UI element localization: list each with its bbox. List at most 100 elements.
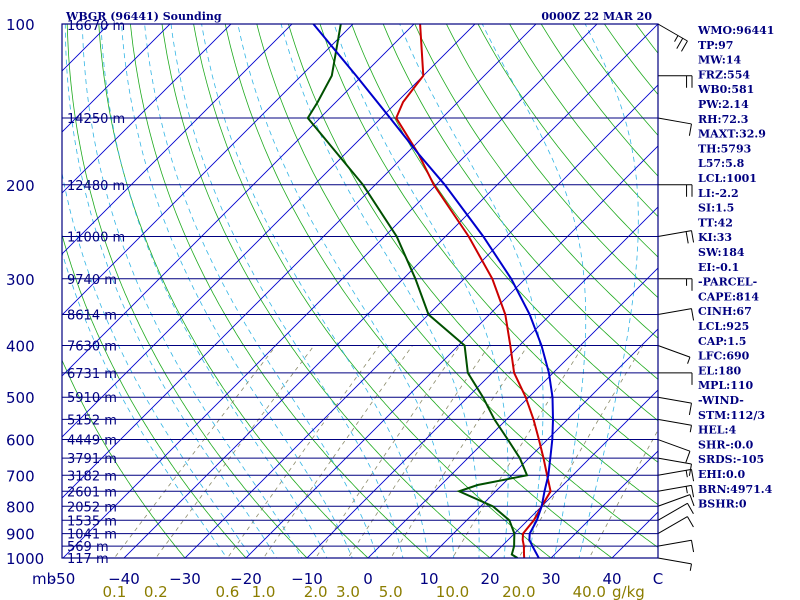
temperature-tick-label: 10 xyxy=(419,570,438,588)
index-item: L57:5.8 xyxy=(698,157,745,170)
isotherm-line xyxy=(245,145,658,558)
dry-adiabat-line xyxy=(224,24,613,558)
wind-barb-staff xyxy=(657,494,691,507)
isotherm-line xyxy=(428,328,658,558)
dry-adiabat-line xyxy=(66,24,308,558)
dry-adiabat-line xyxy=(287,24,658,506)
temperature-unit-label: C xyxy=(653,570,663,588)
wind-barb-staff xyxy=(657,418,692,426)
index-item: LFC:690 xyxy=(698,350,750,363)
index-item: MW:14 xyxy=(698,54,741,67)
dry-adiabat-line xyxy=(351,24,658,422)
isotherm-line xyxy=(62,24,415,377)
grid-layer xyxy=(0,12,800,569)
wind-barb-flag xyxy=(690,308,695,321)
mixing-ratio-label: 20.0 xyxy=(502,583,535,600)
wind-barb xyxy=(657,396,692,416)
dry-adiabat-line xyxy=(161,24,491,558)
wind-barb-flag xyxy=(689,494,695,507)
height-label: 14250 m xyxy=(67,112,125,127)
wind-barb-staff xyxy=(657,502,688,521)
height-label: 9740 m xyxy=(67,273,117,288)
mixing-ratio-label: 2.0 xyxy=(304,583,328,600)
dry-adiabat-line xyxy=(414,24,658,339)
temperature-tick-label: 0 xyxy=(363,570,373,588)
wind-barb-flag xyxy=(685,231,689,244)
index-item: EI:-0.1 xyxy=(698,261,739,274)
isotherm-line xyxy=(62,24,293,255)
wind-barb xyxy=(657,494,695,507)
mixing-ratio-line xyxy=(226,345,380,558)
isotherm-line xyxy=(0,12,60,569)
wind-barb xyxy=(657,117,692,136)
index-item: -PARCEL- xyxy=(698,276,757,289)
mixing-ratio-label: 0.1 xyxy=(102,583,126,600)
wind-barb xyxy=(657,502,694,521)
parcel-profile-line xyxy=(312,24,555,558)
wind-barb xyxy=(657,439,691,463)
mixing-ratio-line xyxy=(518,345,644,558)
moist-adiabat-line xyxy=(170,24,404,558)
index-item: EL:180 xyxy=(698,364,741,377)
index-item: MAXT:32.9 xyxy=(698,128,766,141)
index-item: PW:2.14 xyxy=(698,98,749,111)
moist-adiabat-line xyxy=(237,24,455,558)
moist-adiabat-line xyxy=(578,24,639,558)
wind-barb-flag xyxy=(687,356,691,364)
wind-barb-staff xyxy=(657,516,688,534)
station-title: WBGR (96441) Sounding xyxy=(65,10,222,23)
wind-barb-staff xyxy=(657,457,692,465)
wind-barb xyxy=(657,468,695,482)
series-layer xyxy=(306,24,555,558)
pressure-label: 800 xyxy=(6,498,35,516)
mixing-ratio-label: 5.0 xyxy=(379,583,403,600)
dry-adiabat-line xyxy=(783,12,800,569)
index-item: KI:33 xyxy=(698,231,732,244)
height-label: 1535 m xyxy=(67,514,117,529)
isobar-layer xyxy=(62,23,658,559)
mixing-ratio-label: 3.0 xyxy=(336,583,360,600)
height-label: 2601 m xyxy=(67,485,117,500)
index-item: STM:112/3 xyxy=(698,409,765,422)
wind-barb-flag xyxy=(676,38,684,49)
index-item: CINH:67 xyxy=(698,305,752,318)
index-item: HEL:4 xyxy=(698,424,737,437)
index-item: WMO:96441 xyxy=(697,24,774,37)
height-label: 117 m xyxy=(67,552,109,567)
index-item: BSHR:0 xyxy=(698,498,747,511)
height-label: 4449 m xyxy=(67,434,117,449)
index-item: SHR-:0.0 xyxy=(698,438,754,451)
wind-barb xyxy=(658,278,693,291)
wind-barb-staff xyxy=(657,539,692,547)
mixing-ratio-label: 1.0 xyxy=(252,583,276,600)
wind-barb-flag xyxy=(688,403,692,416)
index-item: MPL:110 xyxy=(698,379,754,392)
isotherm-line xyxy=(62,24,232,194)
wind-barb xyxy=(658,372,693,385)
index-item: TT:42 xyxy=(698,216,733,229)
pressure-label: 100 xyxy=(6,16,35,34)
wind-barb-flag xyxy=(689,563,692,571)
dry-adiabat-line xyxy=(193,24,552,558)
wind-barb-layer xyxy=(657,23,695,571)
isotherm-line xyxy=(62,24,171,133)
wind-barb xyxy=(657,345,691,364)
wind-barb xyxy=(657,557,692,571)
isotherm-line xyxy=(306,206,658,558)
temperature-tick-label: 40 xyxy=(602,570,621,588)
dry-adiabat-line xyxy=(477,24,658,258)
dry-adiabat-line xyxy=(62,233,247,558)
isotherm-line xyxy=(62,24,598,558)
moist-adiabat-line xyxy=(201,24,429,558)
mixing-ratio-line xyxy=(155,345,315,558)
dry-adiabat-line xyxy=(256,24,658,548)
mixing-ratio-line xyxy=(263,345,413,558)
temperature-tick-label: −10 xyxy=(291,570,323,588)
height-label: 8614 m xyxy=(67,309,117,324)
wind-barb-flag xyxy=(685,470,688,478)
mixing-ratio-label: 0.2 xyxy=(144,583,168,600)
mixing-ratio-line xyxy=(588,429,658,558)
mixing-ratio-line xyxy=(315,345,461,558)
temperature-tick-label: −20 xyxy=(230,570,262,588)
